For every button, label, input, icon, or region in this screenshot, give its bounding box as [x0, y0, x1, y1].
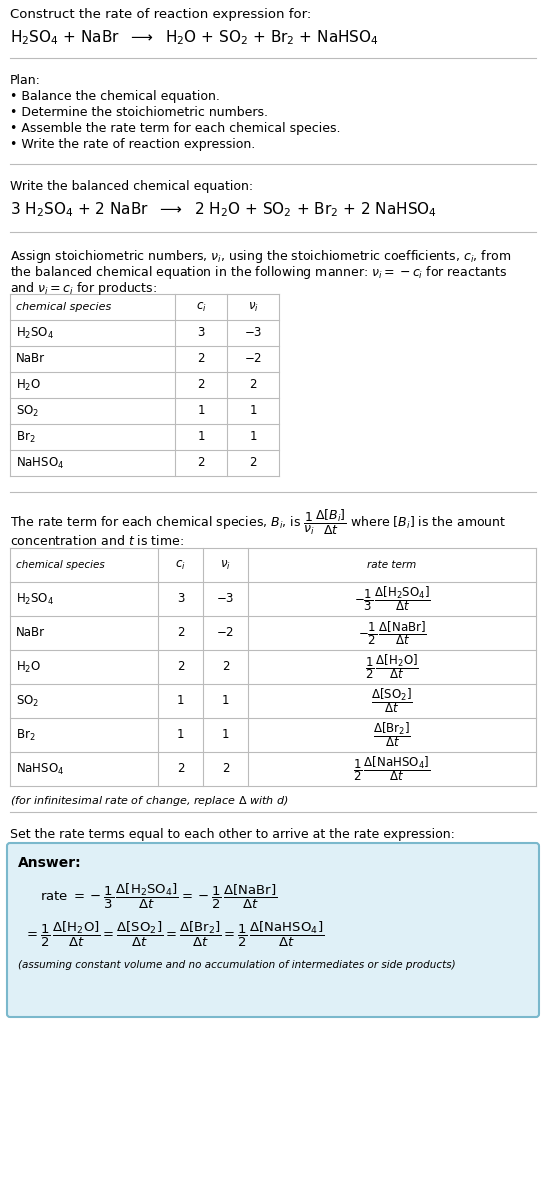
Text: $\dfrac{\Delta[\mathsf{Br_2}]}{\Delta t}$: $\dfrac{\Delta[\mathsf{Br_2}]}{\Delta t}…: [373, 721, 411, 750]
Text: $-3$: $-3$: [216, 593, 235, 605]
Text: • Determine the stoichiometric numbers.: • Determine the stoichiometric numbers.: [10, 105, 268, 119]
Text: $\mathsf{SO_2}$: $\mathsf{SO_2}$: [16, 694, 39, 708]
Text: $\dfrac{1}{2}\,\dfrac{\Delta[\mathsf{H_2O}]}{\Delta t}$: $\dfrac{1}{2}\,\dfrac{\Delta[\mathsf{H_2…: [365, 653, 419, 682]
Text: and $\nu_i = c_i$ for products:: and $\nu_i = c_i$ for products:: [10, 280, 157, 297]
Text: $\mathsf{NaHSO_4}$: $\mathsf{NaHSO_4}$: [16, 455, 64, 471]
Text: $\mathsf{Br_2}$: $\mathsf{Br_2}$: [16, 727, 35, 743]
Text: $-2$: $-2$: [244, 352, 262, 365]
Text: $-2$: $-2$: [216, 627, 235, 640]
Text: 2: 2: [177, 762, 184, 775]
Text: Set the rate terms equal to each other to arrive at the rate expression:: Set the rate terms equal to each other t…: [10, 828, 455, 841]
Text: $\mathsf{Br_2}$: $\mathsf{Br_2}$: [16, 429, 35, 444]
Text: 2: 2: [222, 660, 229, 673]
Text: 1: 1: [197, 430, 205, 443]
Text: $-\dfrac{1}{2}\,\dfrac{\Delta[\mathsf{NaBr}]}{\Delta t}$: $-\dfrac{1}{2}\,\dfrac{\Delta[\mathsf{Na…: [358, 619, 426, 647]
Text: $\dfrac{1}{2}\,\dfrac{\Delta[\mathsf{NaHSO_4}]}{\Delta t}$: $\dfrac{1}{2}\,\dfrac{\Delta[\mathsf{NaH…: [353, 755, 431, 783]
Text: 2: 2: [197, 352, 205, 365]
Text: $\nu_i$: $\nu_i$: [247, 301, 258, 314]
Text: $\mathsf{H_2SO_4}$: $\mathsf{H_2SO_4}$: [16, 326, 54, 340]
Text: 1: 1: [177, 695, 184, 708]
Text: 2: 2: [250, 456, 257, 470]
Text: Construct the rate of reaction expression for:: Construct the rate of reaction expressio…: [10, 8, 311, 22]
Text: • Write the rate of reaction expression.: • Write the rate of reaction expression.: [10, 138, 255, 151]
Text: 2: 2: [197, 379, 205, 392]
Text: 2: 2: [197, 456, 205, 470]
Text: 1: 1: [177, 728, 184, 742]
Text: concentration and $t$ is time:: concentration and $t$ is time:: [10, 534, 184, 547]
Text: 2: 2: [222, 762, 229, 775]
Text: $-3$: $-3$: [244, 327, 262, 339]
Text: 1: 1: [250, 405, 257, 417]
Text: the balanced chemical equation in the following manner: $\nu_i = -c_i$ for react: the balanced chemical equation in the fo…: [10, 264, 507, 282]
Text: Write the balanced chemical equation:: Write the balanced chemical equation:: [10, 180, 253, 193]
Text: • Assemble the rate term for each chemical species.: • Assemble the rate term for each chemic…: [10, 122, 341, 135]
Text: $\mathsf{SO_2}$: $\mathsf{SO_2}$: [16, 404, 39, 418]
Text: Assign stoichiometric numbers, $\nu_i$, using the stoichiometric coefficients, $: Assign stoichiometric numbers, $\nu_i$, …: [10, 248, 511, 265]
FancyBboxPatch shape: [7, 843, 539, 1017]
Text: $\mathsf{H_2O}$: $\mathsf{H_2O}$: [16, 659, 41, 674]
Text: 1: 1: [222, 728, 229, 742]
Text: (assuming constant volume and no accumulation of intermediates or side products): (assuming constant volume and no accumul…: [18, 960, 455, 970]
Text: Answer:: Answer:: [18, 857, 81, 870]
Text: 1: 1: [222, 695, 229, 708]
Text: 3: 3: [197, 327, 205, 339]
Text: 1: 1: [197, 405, 205, 417]
Text: Plan:: Plan:: [10, 74, 41, 87]
Text: $\nu_i$: $\nu_i$: [220, 558, 231, 571]
Text: (for infinitesimal rate of change, replace $\Delta$ with $d$): (for infinitesimal rate of change, repla…: [10, 794, 289, 807]
Text: $\mathsf{NaHSO_4}$: $\mathsf{NaHSO_4}$: [16, 762, 64, 776]
Text: • Balance the chemical equation.: • Balance the chemical equation.: [10, 90, 220, 103]
Text: 2: 2: [177, 627, 184, 640]
Text: 3: 3: [177, 593, 184, 605]
Text: 2: 2: [250, 379, 257, 392]
Text: $= \dfrac{1}{2}\,\dfrac{\Delta[\mathsf{H_2O}]}{\Delta t} = \dfrac{\Delta[\mathsf: $= \dfrac{1}{2}\,\dfrac{\Delta[\mathsf{H…: [24, 920, 324, 949]
Text: 2: 2: [177, 660, 184, 673]
Text: $\mathsf{H_2O}$: $\mathsf{H_2O}$: [16, 377, 41, 393]
Text: $c_i$: $c_i$: [195, 301, 206, 314]
Text: $c_i$: $c_i$: [175, 558, 186, 571]
Text: NaBr: NaBr: [16, 627, 45, 640]
Text: 1: 1: [250, 430, 257, 443]
Text: 3 $\mathsf{H_2SO_4}$ + 2 NaBr  $\mathsf{\longrightarrow}$  2 $\mathsf{H_2O}$ + $: 3 $\mathsf{H_2SO_4}$ + 2 NaBr $\mathsf{\…: [10, 200, 437, 219]
Text: $\dfrac{\Delta[\mathsf{SO_2}]}{\Delta t}$: $\dfrac{\Delta[\mathsf{SO_2}]}{\Delta t}…: [371, 686, 413, 715]
Text: rate $= -\dfrac{1}{3}\,\dfrac{\Delta[\mathsf{H_2SO_4}]}{\Delta t} = -\dfrac{1}{2: rate $= -\dfrac{1}{3}\,\dfrac{\Delta[\ma…: [40, 882, 277, 912]
Text: $\mathsf{H_2SO_4}$: $\mathsf{H_2SO_4}$: [16, 592, 54, 606]
Text: chemical species: chemical species: [16, 559, 105, 570]
Text: $-\dfrac{1}{3}\,\dfrac{\Delta[\mathsf{H_2SO_4}]}{\Delta t}$: $-\dfrac{1}{3}\,\dfrac{\Delta[\mathsf{H_…: [354, 585, 430, 613]
Text: The rate term for each chemical species, $B_i$, is $\dfrac{1}{\nu_i}\dfrac{\Delt: The rate term for each chemical species,…: [10, 508, 506, 537]
Text: rate term: rate term: [367, 559, 417, 570]
Text: $\mathsf{H_2SO_4}$ + NaBr  $\mathsf{\longrightarrow}$  $\mathsf{H_2O}$ + $\maths: $\mathsf{H_2SO_4}$ + NaBr $\mathsf{\long…: [10, 28, 379, 47]
Text: NaBr: NaBr: [16, 352, 45, 365]
Text: chemical species: chemical species: [16, 302, 111, 311]
